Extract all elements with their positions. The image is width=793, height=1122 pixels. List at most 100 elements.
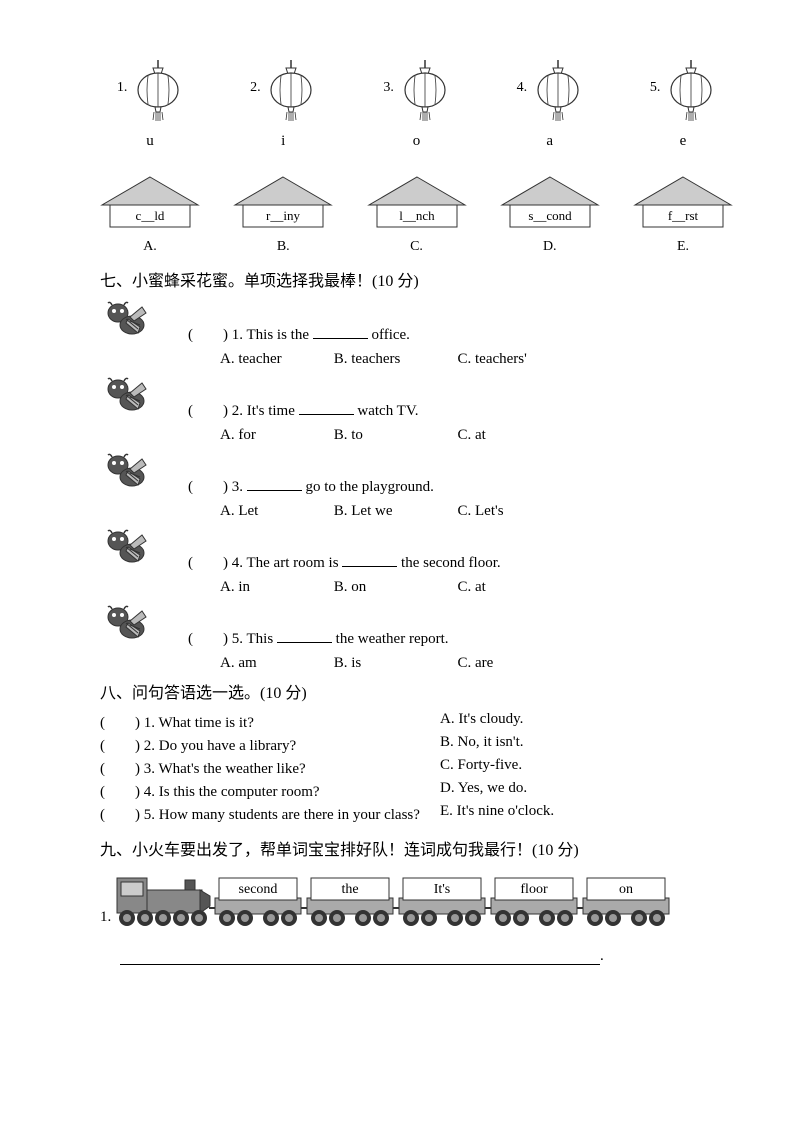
options: A. for B. to C. at — [220, 423, 486, 447]
lantern-num: 5. — [650, 80, 661, 96]
opt-a[interactable]: A. Let — [220, 499, 330, 523]
svg-text:It's: It's — [434, 882, 451, 897]
stem-b: office. — [368, 327, 410, 343]
lantern-2: 2. i — [233, 60, 333, 150]
options: A. Let B. Let we C. Let's — [220, 499, 504, 523]
blank[interactable] — [277, 627, 332, 643]
options: A. in B. on C. at — [220, 575, 501, 599]
stem-a: This — [246, 631, 276, 647]
bee-icon — [100, 299, 148, 341]
house-letter: B. — [233, 239, 333, 255]
house-letter: E. — [633, 239, 733, 255]
house-letter: A. — [100, 239, 200, 255]
q-num[interactable]: ( ) 1. — [188, 327, 243, 343]
stem-a: It's time — [247, 403, 299, 419]
house-a: c__ld A. — [100, 175, 200, 255]
house-e: f__rst E. — [633, 175, 733, 255]
q8-question[interactable]: ( ) 5. How many students are there in yo… — [100, 803, 440, 824]
stem-a: The art room is — [246, 555, 342, 571]
options: A. am B. is C. are — [220, 651, 493, 675]
section7-title: 七、小蜜蜂采花蜜。单项选择我最棒！(10 分) — [100, 267, 733, 291]
opt-b[interactable]: B. Let we — [334, 499, 454, 523]
blank[interactable] — [247, 475, 302, 491]
opt-b[interactable]: B. on — [334, 575, 454, 599]
blank[interactable] — [313, 323, 368, 339]
svg-text:floor: floor — [521, 882, 549, 897]
q8-question[interactable]: ( ) 1. What time is it? — [100, 711, 440, 732]
opt-b[interactable]: B. teachers — [334, 347, 454, 371]
opt-c[interactable]: C. at — [458, 423, 486, 447]
lantern-4: 4. a — [500, 60, 600, 150]
question-stem: ( ) 5. This the weather report. — [188, 627, 493, 651]
svg-text:l__nch: l__nch — [399, 208, 435, 223]
q8-question[interactable]: ( ) 2. Do you have a library? — [100, 734, 440, 755]
train-row: 1. second the It's — [100, 868, 733, 928]
bee-question-3: ( ) 3. go to the playground. A. Let B. L… — [100, 451, 733, 523]
lantern-5: 5. e — [633, 60, 733, 150]
stem-b: watch TV. — [354, 403, 419, 419]
q8-row-1: ( ) 1. What time is it? A. It's cloudy. — [100, 711, 733, 732]
blank[interactable] — [299, 399, 354, 415]
bee-question-1: ( ) 1. This is the office. A. teacher B.… — [100, 299, 733, 371]
q8-answer[interactable]: E. It's nine o'clock. — [440, 803, 733, 824]
q8-question[interactable]: ( ) 3. What's the weather like? — [100, 757, 440, 778]
q-num[interactable]: ( ) 4. — [188, 555, 243, 571]
train-icon: second the It's floor on — [115, 868, 675, 928]
opt-a[interactable]: A. teacher — [220, 347, 330, 371]
opt-c[interactable]: C. are — [458, 651, 494, 675]
opt-c[interactable]: C. Let's — [458, 499, 504, 523]
opt-a[interactable]: A. in — [220, 575, 330, 599]
section8-title: 八、问句答语选一选。(10 分) — [100, 679, 733, 703]
blank[interactable] — [342, 551, 397, 567]
bee-icon — [100, 375, 148, 417]
q8-answer[interactable]: B. No, it isn't. — [440, 734, 733, 755]
house-icon: s__cond — [500, 175, 600, 230]
opt-b[interactable]: B. to — [334, 423, 454, 447]
period: . — [600, 948, 604, 965]
house-icon: f__rst — [633, 175, 733, 230]
opt-c[interactable]: C. teachers' — [458, 347, 527, 371]
house-icon: r__iny — [233, 175, 333, 230]
q8-row-4: ( ) 4. Is this the computer room? D. Yes… — [100, 780, 733, 801]
opt-c[interactable]: C. at — [458, 575, 486, 599]
stem-a: This is the — [246, 327, 312, 343]
lantern-letter: u — [100, 133, 200, 150]
svg-text:second: second — [239, 882, 278, 897]
q8-row-5: ( ) 5. How many students are there in yo… — [100, 803, 733, 824]
opt-a[interactable]: A. am — [220, 651, 330, 675]
svg-text:f__rst: f__rst — [668, 208, 699, 223]
svg-text:r__iny: r__iny — [266, 208, 300, 223]
house-c: l__nch C. — [367, 175, 467, 255]
q-num[interactable]: ( ) 3. — [188, 479, 243, 495]
q8-answer[interactable]: D. Yes, we do. — [440, 780, 733, 801]
question-stem: ( ) 1. This is the office. — [188, 323, 527, 347]
bee-question-5: ( ) 5. This the weather report. A. am B.… — [100, 603, 733, 675]
answer-line[interactable] — [120, 946, 600, 965]
bee-icon — [100, 603, 148, 645]
q8-answer[interactable]: C. Forty-five. — [440, 757, 733, 778]
bee-icon — [100, 451, 148, 493]
q-num[interactable]: ( ) 5. — [188, 631, 243, 647]
lantern-icon — [533, 60, 583, 127]
stem-b: go to the playground. — [302, 479, 434, 495]
bee-icon — [100, 527, 148, 569]
svg-text:on: on — [619, 882, 633, 897]
train-num: 1. — [100, 909, 111, 926]
house-icon: c__ld — [100, 175, 200, 230]
lantern-icon — [400, 60, 450, 127]
bee-question-2: ( ) 2. It's time watch TV. A. for B. to … — [100, 375, 733, 447]
lantern-num: 1. — [117, 80, 128, 96]
lantern-letter: i — [233, 133, 333, 150]
opt-a[interactable]: A. for — [220, 423, 330, 447]
lantern-num: 4. — [517, 80, 528, 96]
lantern-letter: a — [500, 133, 600, 150]
stem-b: the second floor. — [397, 555, 500, 571]
house-row: c__ld A. r__iny B. l__nch C. s__cond D. — [100, 175, 733, 255]
q8-question[interactable]: ( ) 4. Is this the computer room? — [100, 780, 440, 801]
house-icon: l__nch — [367, 175, 467, 230]
question-stem: ( ) 3. go to the playground. — [188, 475, 504, 499]
q8-answer[interactable]: A. It's cloudy. — [440, 711, 733, 732]
q-num[interactable]: ( ) 2. — [188, 403, 243, 419]
q8-row-2: ( ) 2. Do you have a library? B. No, it … — [100, 734, 733, 755]
opt-b[interactable]: B. is — [334, 651, 454, 675]
